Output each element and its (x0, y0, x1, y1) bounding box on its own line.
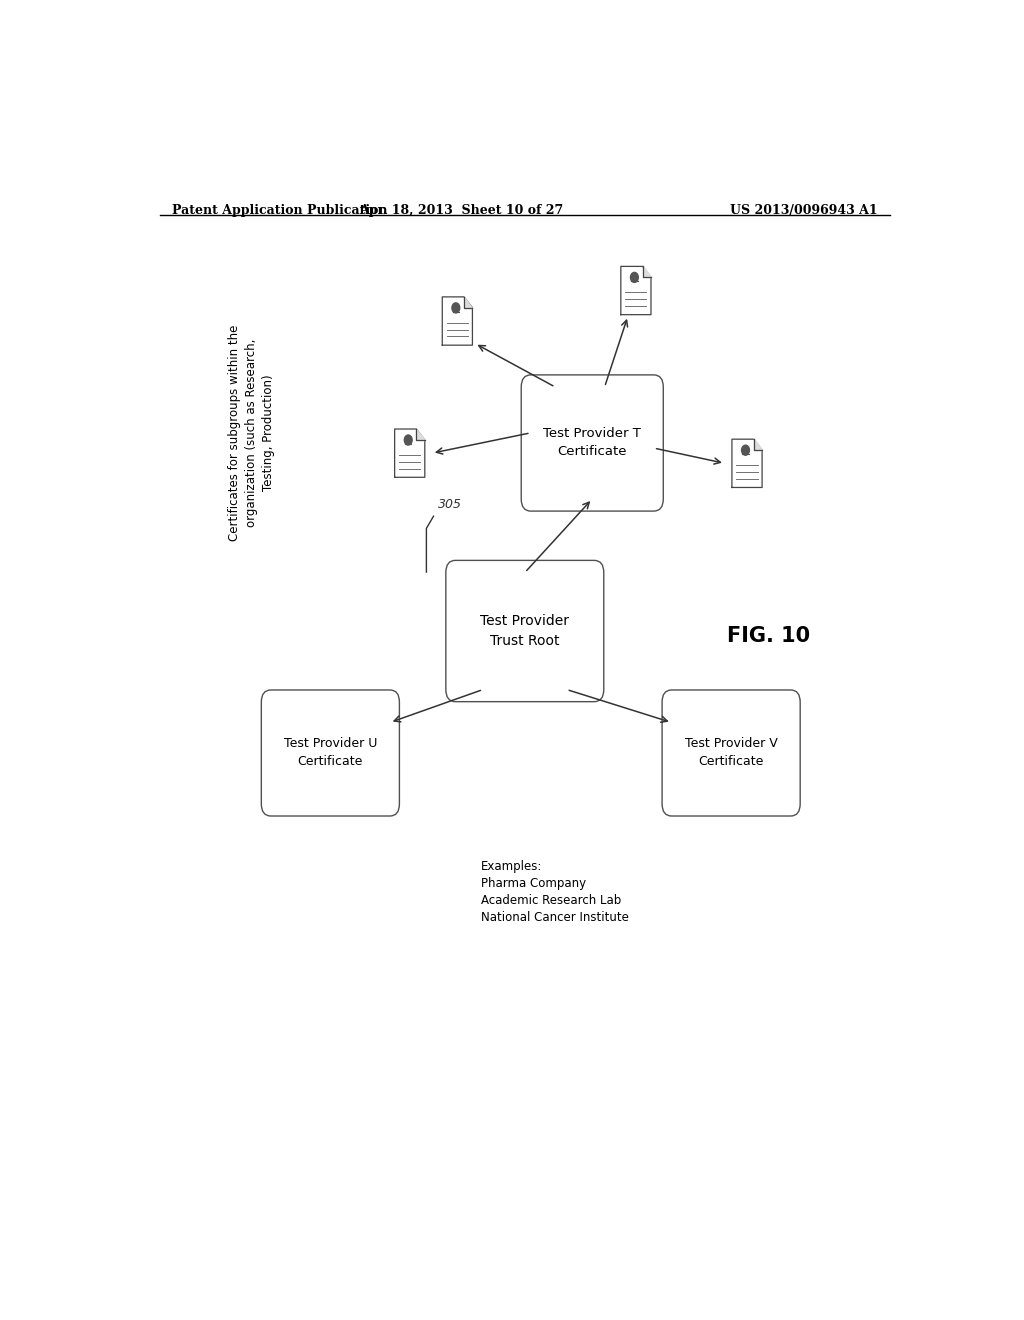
Text: Test Provider
Trust Root: Test Provider Trust Root (480, 614, 569, 648)
Text: Apr. 18, 2013  Sheet 10 of 27: Apr. 18, 2013 Sheet 10 of 27 (359, 205, 563, 216)
Circle shape (404, 436, 412, 445)
Text: Patent Application Publication: Patent Application Publication (172, 205, 387, 216)
Polygon shape (417, 429, 425, 440)
Polygon shape (394, 429, 425, 478)
Text: 305: 305 (437, 498, 462, 511)
FancyBboxPatch shape (261, 690, 399, 816)
Polygon shape (754, 440, 762, 450)
FancyBboxPatch shape (521, 375, 664, 511)
Text: Test Provider V
Certificate: Test Provider V Certificate (685, 738, 777, 768)
Polygon shape (621, 267, 651, 314)
Text: US 2013/0096943 A1: US 2013/0096943 A1 (730, 205, 878, 216)
FancyBboxPatch shape (445, 561, 604, 702)
Circle shape (452, 302, 460, 313)
Polygon shape (442, 297, 472, 345)
Circle shape (631, 272, 638, 282)
Text: Test Provider U
Certificate: Test Provider U Certificate (284, 738, 377, 768)
Text: Examples:
Pharma Company
Academic Research Lab
National Cancer Institute: Examples: Pharma Company Academic Resear… (481, 859, 629, 924)
Circle shape (741, 445, 750, 455)
FancyBboxPatch shape (663, 690, 800, 816)
Text: Test Provider T
Certificate: Test Provider T Certificate (544, 428, 641, 458)
Text: FIG. 10: FIG. 10 (727, 626, 810, 645)
Text: Certificates for subgroups within the
organization (such as Research,
Testing, P: Certificates for subgroups within the or… (227, 325, 274, 541)
Polygon shape (732, 440, 762, 487)
Polygon shape (642, 267, 651, 277)
Polygon shape (464, 297, 472, 308)
